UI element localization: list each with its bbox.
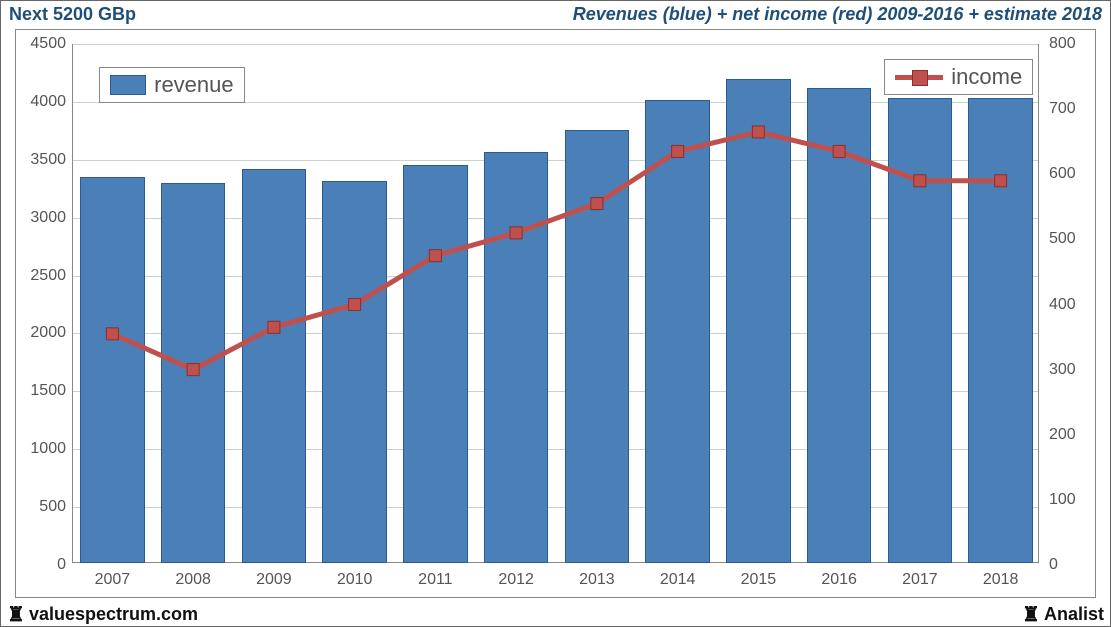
legend-revenue: revenue [99, 67, 245, 103]
x-tick-label: 2013 [579, 571, 615, 589]
y-left-tick-label: 0 [18, 556, 66, 574]
rook-icon: ♜ [1022, 602, 1040, 627]
y-right-tick-label: 600 [1049, 165, 1097, 183]
bar [645, 100, 710, 563]
footer-bar: ♜valuespectrum.com ♜Analist [1, 600, 1110, 626]
y-left-tick-label: 2000 [18, 324, 66, 342]
bar [888, 98, 953, 563]
legend-revenue-label: revenue [154, 72, 234, 98]
x-tick-label: 2015 [741, 571, 777, 589]
y-left-tick-label: 1500 [18, 382, 66, 400]
y-right-tick-label: 400 [1049, 296, 1097, 314]
bar [242, 169, 307, 563]
footer-left: ♜valuespectrum.com [7, 601, 198, 626]
bar [484, 152, 549, 563]
bar [726, 79, 791, 563]
y-right-tick-label: 300 [1049, 361, 1097, 379]
y-right-tick-label: 100 [1049, 491, 1097, 509]
x-tick-label: 2008 [175, 571, 211, 589]
y-left-tick-label: 2500 [18, 267, 66, 285]
title-left: Next 5200 GBp [9, 4, 136, 25]
y-right-tick-label: 0 [1049, 556, 1097, 574]
bar [161, 183, 226, 563]
y-left-tick-label: 4500 [18, 35, 66, 53]
footer-right-text: Analist [1044, 604, 1104, 624]
legend-revenue-swatch [110, 75, 146, 95]
legend-income-swatch [895, 67, 943, 87]
title-bar: Next 5200 GBp Revenues (blue) + net inco… [1, 1, 1110, 27]
y-left-tick-label: 500 [18, 498, 66, 516]
bar [565, 130, 630, 563]
x-tick-label: 2009 [256, 571, 292, 589]
title-right: Revenues (blue) + net income (red) 2009-… [573, 4, 1102, 25]
y-right-tick-label: 700 [1049, 100, 1097, 118]
legend-income-label: income [951, 64, 1022, 90]
chart-card: Next 5200 GBp Revenues (blue) + net inco… [0, 0, 1111, 627]
y-right-tick-label: 800 [1049, 35, 1097, 53]
x-tick-label: 2017 [902, 571, 938, 589]
y-left-tick-label: 1000 [18, 440, 66, 458]
y-left-tick-label: 3000 [18, 209, 66, 227]
bar [968, 98, 1033, 563]
x-tick-label: 2014 [660, 571, 696, 589]
footer-left-text: valuespectrum.com [29, 604, 198, 624]
chart-outer: revenue income 0500100015002000250030003… [15, 29, 1096, 598]
rook-icon: ♜ [7, 602, 25, 627]
bar-layer [72, 44, 1039, 563]
x-tick-label: 2018 [983, 571, 1019, 589]
y-right-tick-label: 200 [1049, 426, 1097, 444]
bar [80, 177, 145, 563]
footer-right: ♜Analist [1022, 601, 1104, 626]
x-tick-label: 2011 [418, 571, 452, 589]
bar [322, 181, 387, 563]
bar [403, 165, 468, 563]
legend-income: income [884, 59, 1033, 95]
y-right-tick-label: 500 [1049, 230, 1097, 248]
x-tick-label: 2012 [498, 571, 534, 589]
y-left-tick-label: 3500 [18, 151, 66, 169]
bar [807, 88, 872, 563]
y-left-tick-label: 4000 [18, 93, 66, 111]
x-tick-label: 2016 [821, 571, 857, 589]
x-tick-label: 2007 [95, 571, 131, 589]
x-tick-label: 2010 [337, 571, 373, 589]
